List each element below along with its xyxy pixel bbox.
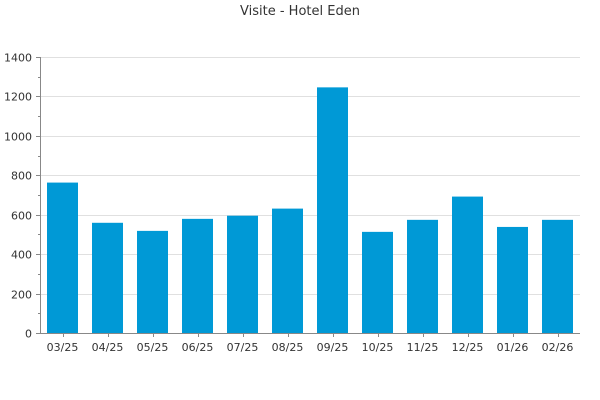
bar-03-25 <box>47 182 78 333</box>
x-tick-label: 05/25 <box>137 341 169 354</box>
y-tick-label: 800 <box>11 170 32 183</box>
bar-12-25 <box>452 196 483 333</box>
bar-01-26 <box>497 226 528 333</box>
bar-05-25 <box>137 230 168 333</box>
x-tick-label: 11/25 <box>407 341 439 354</box>
x-tick-label: 08/25 <box>272 341 304 354</box>
x-tick-label: 04/25 <box>92 341 124 354</box>
y-tick-label: 600 <box>11 210 32 223</box>
bar-09-25 <box>317 87 348 333</box>
bar-10-25 <box>362 231 393 333</box>
bar-02-26 <box>542 219 573 333</box>
x-tick-label: 01/26 <box>497 341 529 354</box>
x-tick-label: 12/25 <box>452 341 484 354</box>
x-tick-label: 10/25 <box>362 341 394 354</box>
y-tick-label: 200 <box>11 289 32 302</box>
y-tick-label: 0 <box>25 328 32 341</box>
chart-title: Visite - Hotel Eden <box>240 4 360 19</box>
bar-06-25 <box>182 218 213 333</box>
y-tick-label: 1400 <box>4 52 32 65</box>
bar-11-25 <box>407 219 438 333</box>
bar-04-25 <box>92 222 123 333</box>
x-tick-label: 07/25 <box>227 341 259 354</box>
x-tick-label: 09/25 <box>317 341 349 354</box>
bar-08-25 <box>272 208 303 333</box>
x-tick-label: 02/26 <box>542 341 574 354</box>
x-tick-label: 06/25 <box>182 341 214 354</box>
y-tick-label: 1200 <box>4 91 32 104</box>
x-tick-label: 03/25 <box>47 341 79 354</box>
bar-07-25 <box>227 215 258 333</box>
y-tick-label: 1000 <box>4 131 32 144</box>
y-tick-label: 400 <box>11 249 32 262</box>
